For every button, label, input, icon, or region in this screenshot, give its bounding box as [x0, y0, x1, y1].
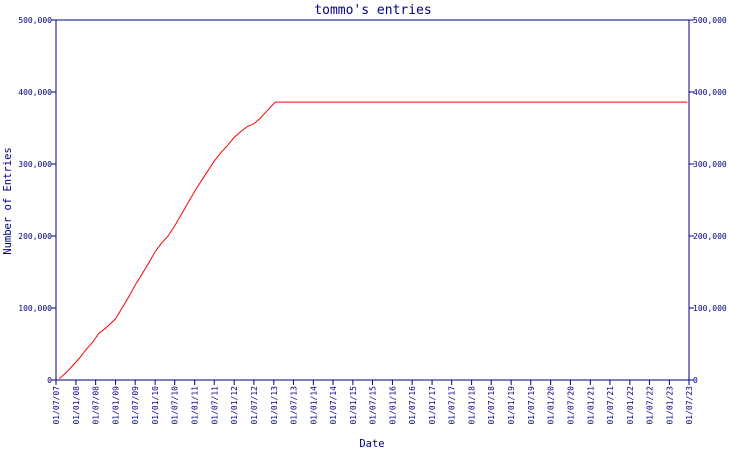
x-axis-label: Date [359, 438, 384, 450]
y-tick-label-right: 400,000 [693, 88, 727, 97]
x-tick-label: 01/07/15 [369, 386, 378, 425]
y-tick-label-right: 300,000 [693, 160, 727, 169]
x-tick-label: 01/07/10 [171, 386, 180, 425]
x-tick-label: 01/01/19 [507, 386, 516, 425]
entries-series-line [59, 101, 688, 379]
y-tick-label-right: 500,000 [693, 16, 727, 25]
y-tick-label-left: 0 [47, 376, 52, 385]
x-tick-label: 01/07/20 [566, 386, 575, 425]
x-tick-label: 01/01/15 [349, 386, 358, 425]
x-tick-label: 01/01/21 [586, 386, 595, 425]
x-tick-label: 01/07/16 [408, 386, 417, 425]
x-tick-label: 01/01/22 [626, 386, 635, 425]
x-tick-label: 01/01/20 [547, 386, 556, 425]
y-tick-label-left: 400,000 [18, 88, 52, 97]
x-tick-label: 01/07/11 [210, 386, 219, 425]
x-tick-label: 01/01/12 [230, 386, 239, 425]
y-tick-label-left: 100,000 [18, 304, 52, 313]
y-tick-label-left: 500,000 [18, 16, 52, 25]
x-tick-label: 01/01/17 [428, 386, 437, 425]
x-tick-label: 01/07/12 [250, 386, 259, 425]
x-tick-label: 01/07/07 [52, 386, 61, 425]
y-axis-left: 0 100,000 200,000 300,000 400,000 500,000 [18, 16, 56, 385]
plot-frame [55, 19, 690, 381]
x-tick-label: 01/07/08 [92, 386, 101, 425]
y-axis-right: 0 100,000 200,000 300,000 400,000 500,000 [689, 16, 727, 385]
x-tick-label: 01/01/18 [468, 386, 477, 425]
x-tick-label: 01/07/13 [289, 386, 298, 425]
x-tick-label: 01/01/23 [665, 386, 674, 425]
x-axis: 01/07/07 01/01/08 01/07/08 01/01/09 01/07/09… [52, 380, 694, 425]
y-tick-label-left: 300,000 [18, 160, 52, 169]
x-tick-label: 01/01/16 [388, 386, 397, 425]
x-tick-label: 01/01/13 [270, 386, 279, 425]
y-tick-label-right: 200,000 [693, 232, 727, 241]
x-tick-label: 01/07/19 [527, 386, 536, 425]
x-tick-label: 01/07/17 [448, 386, 457, 425]
x-tick-label: 01/01/09 [112, 386, 121, 425]
chart-title: tommo's entries [314, 3, 431, 18]
y-tick-label-right: 0 [693, 376, 698, 385]
x-tick-label: 01/07/14 [329, 386, 338, 425]
x-tick-label: 01/07/21 [606, 386, 615, 425]
x-tick-label: 01/07/09 [131, 386, 140, 425]
x-tick-label: 01/01/11 [191, 386, 200, 425]
x-tick-label: 01/07/23 [685, 386, 694, 425]
y-tick-label-right: 100,000 [693, 304, 727, 313]
x-tick-label: 01/01/10 [151, 386, 160, 425]
x-tick-label: 01/01/08 [72, 386, 81, 425]
y-tick-label-left: 200,000 [18, 232, 52, 241]
x-tick-label: 01/07/22 [645, 386, 654, 425]
x-tick-label: 01/01/14 [309, 386, 318, 425]
x-tick-label: 01/07/18 [487, 386, 496, 425]
y-axis-label: Number of Entries [2, 147, 14, 254]
